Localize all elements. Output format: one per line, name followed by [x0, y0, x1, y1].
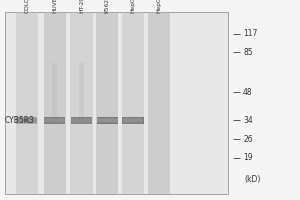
Bar	[44, 118, 65, 123]
Bar	[79, 63, 84, 121]
Bar	[16, 12, 38, 194]
Bar	[123, 118, 143, 122]
Bar	[52, 63, 57, 121]
Text: HepG2: HepG2	[130, 0, 136, 13]
Bar	[97, 118, 118, 123]
Bar	[4, 12, 228, 194]
Text: HUVEc: HUVEc	[52, 0, 57, 13]
Text: COLO: COLO	[24, 0, 29, 13]
Bar	[97, 119, 117, 122]
Bar	[123, 118, 143, 123]
Bar	[17, 119, 37, 122]
Bar	[122, 117, 143, 123]
Bar	[71, 119, 92, 122]
Bar	[123, 119, 143, 122]
Bar	[97, 117, 118, 124]
Bar	[97, 118, 118, 123]
Bar	[71, 118, 92, 123]
Bar	[16, 117, 38, 124]
Bar	[44, 118, 65, 123]
Bar	[71, 118, 92, 123]
Bar	[97, 117, 118, 123]
Bar	[123, 118, 143, 123]
Bar	[97, 117, 118, 124]
Bar	[123, 117, 143, 123]
Bar	[44, 12, 66, 194]
Bar	[71, 118, 92, 122]
Bar	[16, 118, 37, 123]
Bar	[44, 117, 65, 124]
Bar	[123, 118, 143, 123]
Bar	[123, 119, 143, 122]
Bar	[123, 118, 143, 123]
Bar	[44, 117, 65, 124]
Text: 48: 48	[243, 88, 253, 97]
Text: 26: 26	[243, 135, 253, 144]
Bar	[70, 12, 93, 194]
Bar	[97, 118, 118, 122]
Bar	[44, 117, 65, 123]
Bar	[16, 118, 37, 122]
Bar	[45, 118, 65, 122]
Text: 85: 85	[243, 48, 253, 57]
Bar	[148, 12, 170, 194]
Bar	[45, 118, 65, 122]
Bar	[16, 118, 37, 123]
Bar	[122, 12, 144, 194]
Bar	[97, 118, 118, 122]
Bar	[16, 117, 37, 123]
Bar	[17, 118, 37, 122]
Bar	[44, 117, 65, 123]
Bar	[16, 117, 38, 124]
Bar	[123, 118, 143, 122]
Bar	[97, 119, 118, 122]
Bar	[16, 117, 37, 123]
Bar	[97, 117, 118, 123]
Bar	[122, 117, 143, 123]
Bar	[17, 119, 37, 122]
Bar	[71, 117, 92, 124]
Text: (kD): (kD)	[244, 175, 261, 184]
Bar	[97, 118, 118, 123]
Text: 117: 117	[243, 29, 257, 38]
Bar	[71, 118, 92, 123]
Text: 34: 34	[243, 116, 253, 125]
Bar	[97, 117, 118, 123]
Bar	[16, 118, 37, 123]
Bar	[44, 118, 65, 123]
Bar	[16, 118, 37, 123]
Bar	[71, 119, 92, 122]
Bar	[71, 117, 92, 123]
Text: 19: 19	[243, 153, 253, 162]
Bar	[123, 118, 143, 122]
Bar	[122, 117, 144, 124]
Bar	[44, 117, 65, 123]
Text: K562: K562	[105, 0, 110, 13]
Bar	[97, 117, 118, 124]
Bar	[71, 117, 92, 123]
Bar	[16, 117, 38, 123]
Text: HT-29: HT-29	[79, 0, 84, 13]
Text: HepG2: HepG2	[156, 0, 161, 13]
Bar	[44, 118, 65, 123]
Bar	[71, 117, 92, 124]
Bar	[16, 117, 38, 124]
Bar	[96, 12, 118, 194]
Bar	[44, 117, 65, 124]
Bar	[4, 12, 228, 194]
Bar	[71, 117, 92, 124]
Bar	[45, 119, 65, 122]
Bar	[16, 118, 37, 122]
Bar	[71, 118, 92, 122]
Bar	[44, 118, 65, 122]
Bar	[45, 119, 65, 122]
Bar	[71, 117, 92, 123]
Bar	[97, 118, 118, 123]
Bar	[122, 117, 144, 124]
Text: CYB5R3: CYB5R3	[4, 116, 34, 125]
Bar	[71, 118, 92, 123]
Bar	[97, 118, 118, 122]
Bar	[71, 118, 92, 122]
Bar	[122, 117, 144, 124]
